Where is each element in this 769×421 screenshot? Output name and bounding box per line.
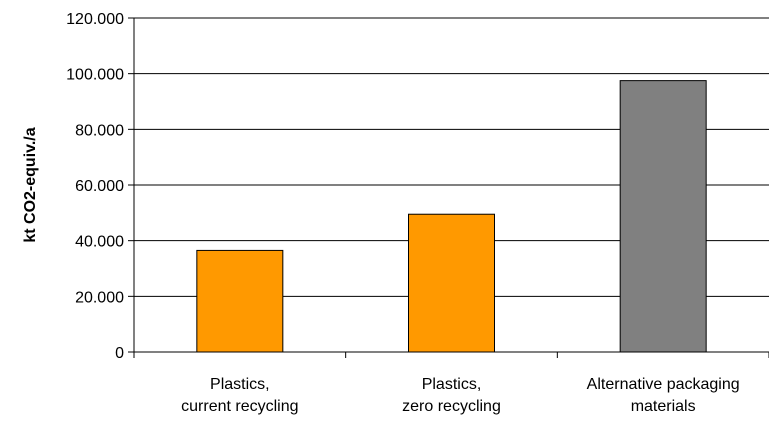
bars <box>196 80 707 353</box>
y-tick-label: 20.000 <box>75 289 124 306</box>
category-label: Plastics, <box>422 376 482 393</box>
category-labels: Plastics, current recycling Plastics, zero … <box>181 376 740 415</box>
category-label: current recycling <box>181 398 298 415</box>
y-tick-label: 80.000 <box>75 122 124 139</box>
bar <box>408 213 495 353</box>
category-label: Plastics, <box>210 376 270 393</box>
y-tick-labels: 0 20.000 40.000 60.000 80.000 100.000 120.000 <box>66 11 134 362</box>
bar <box>619 80 707 353</box>
y-tick-label: 60.000 <box>75 178 124 195</box>
x-tick-marks <box>133 352 769 358</box>
y-axis-label: kt CO2-equiv./a <box>22 127 39 242</box>
bar <box>196 249 284 353</box>
category-label: zero recycling <box>402 398 501 415</box>
category-label: materials <box>631 398 696 415</box>
y-tick-label: 100.000 <box>66 67 124 84</box>
y-tick-label: 0 <box>115 345 124 362</box>
y-tick-label: 120.000 <box>66 11 124 28</box>
y-tick-label: 40.000 <box>75 234 124 251</box>
category-label: Alternative packaging <box>587 376 740 393</box>
